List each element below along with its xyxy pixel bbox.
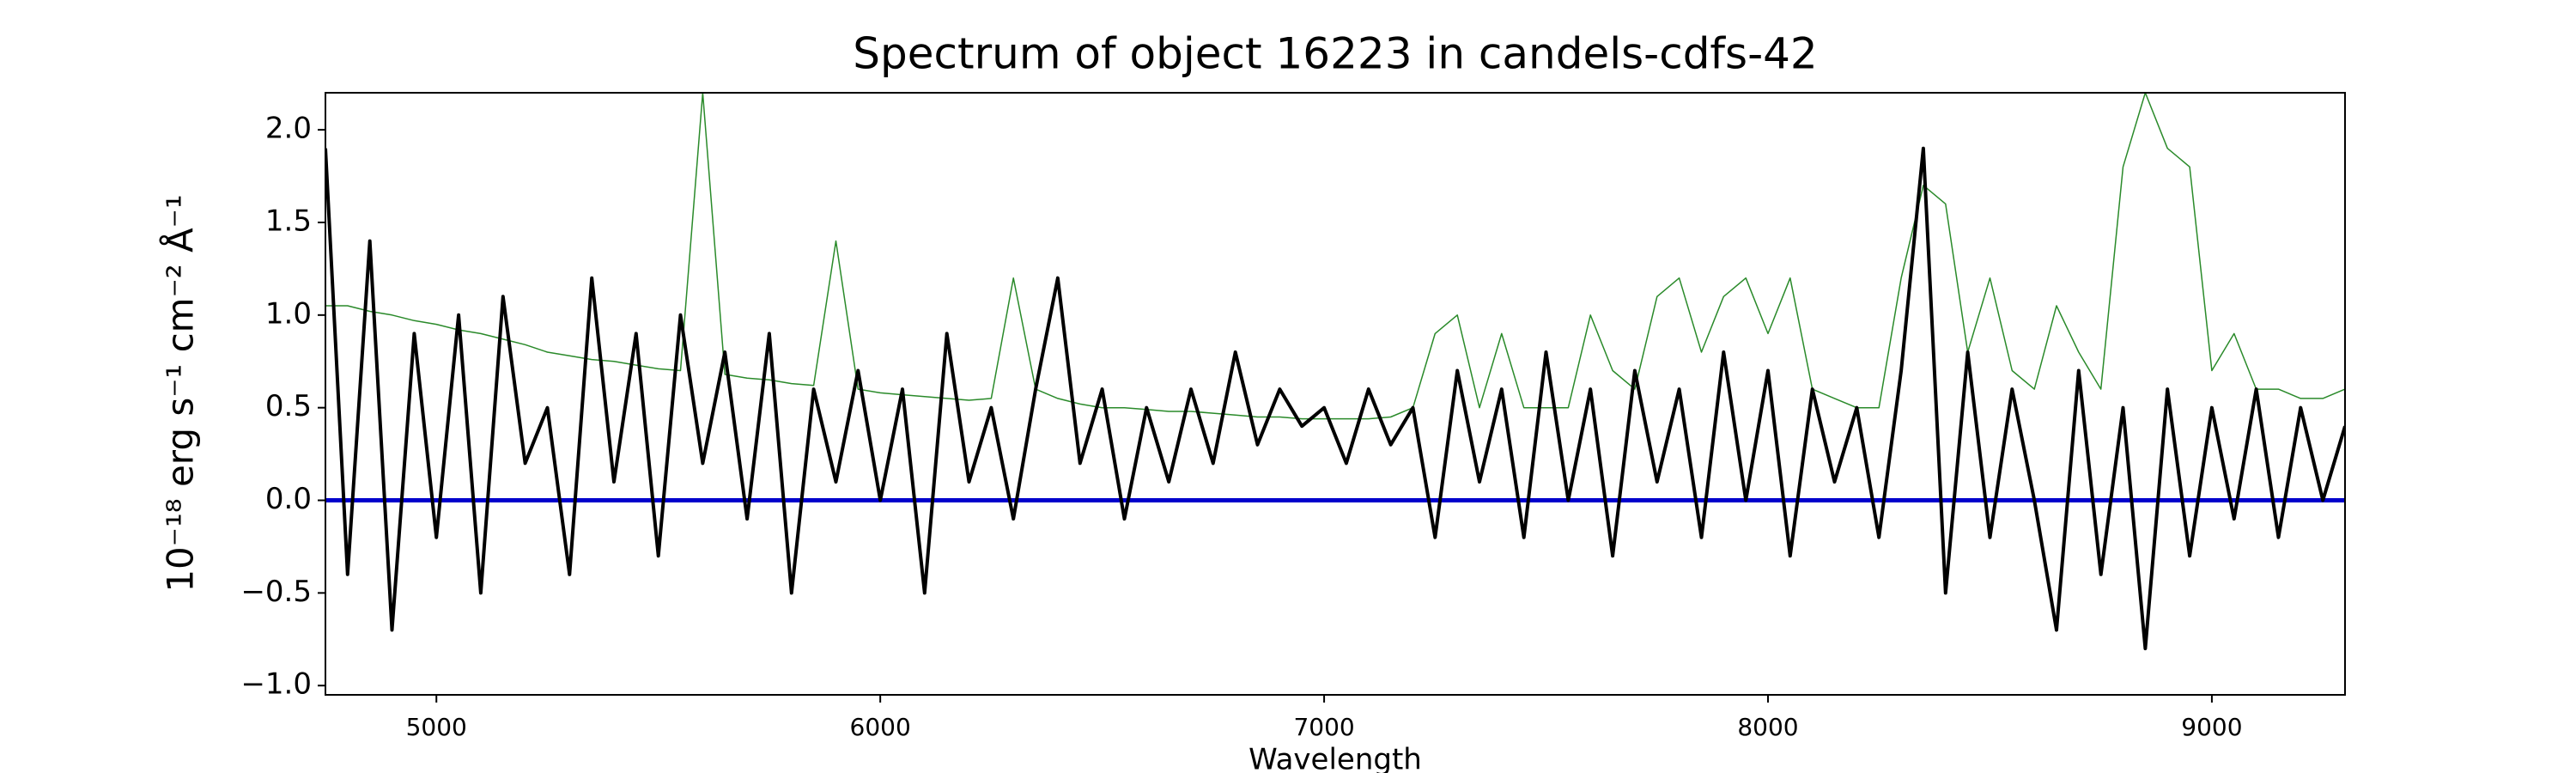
x-tick-label: 7000 bbox=[1293, 713, 1354, 741]
y-tick-label: 1.0 bbox=[265, 296, 312, 331]
y-tick-label: −1.0 bbox=[240, 667, 312, 702]
plot-frame bbox=[325, 92, 2346, 696]
y-tick-label: 0.5 bbox=[265, 389, 312, 423]
y-tick-label: 0.0 bbox=[265, 482, 312, 516]
x-tick-label: 9000 bbox=[2181, 713, 2242, 741]
x-axis-label: Wavelength bbox=[1249, 743, 1422, 773]
x-tick-label: 6000 bbox=[850, 713, 911, 741]
y-tick-label: 1.5 bbox=[265, 204, 312, 238]
x-tick-label: 8000 bbox=[1737, 713, 1798, 741]
y-tick-label: −0.5 bbox=[240, 575, 312, 609]
chart-title: Spectrum of object 16223 in candels-cdfs… bbox=[853, 29, 1818, 79]
x-tick-label: 5000 bbox=[406, 713, 467, 741]
spectrum-line bbox=[325, 93, 2345, 420]
y-axis-label: 10⁻¹⁸ erg s⁻¹ cm⁻² Å⁻¹ bbox=[159, 194, 202, 592]
plot-area bbox=[325, 93, 2345, 651]
y-tick-label: 2.0 bbox=[265, 112, 312, 146]
spectrum-line bbox=[325, 146, 2345, 651]
